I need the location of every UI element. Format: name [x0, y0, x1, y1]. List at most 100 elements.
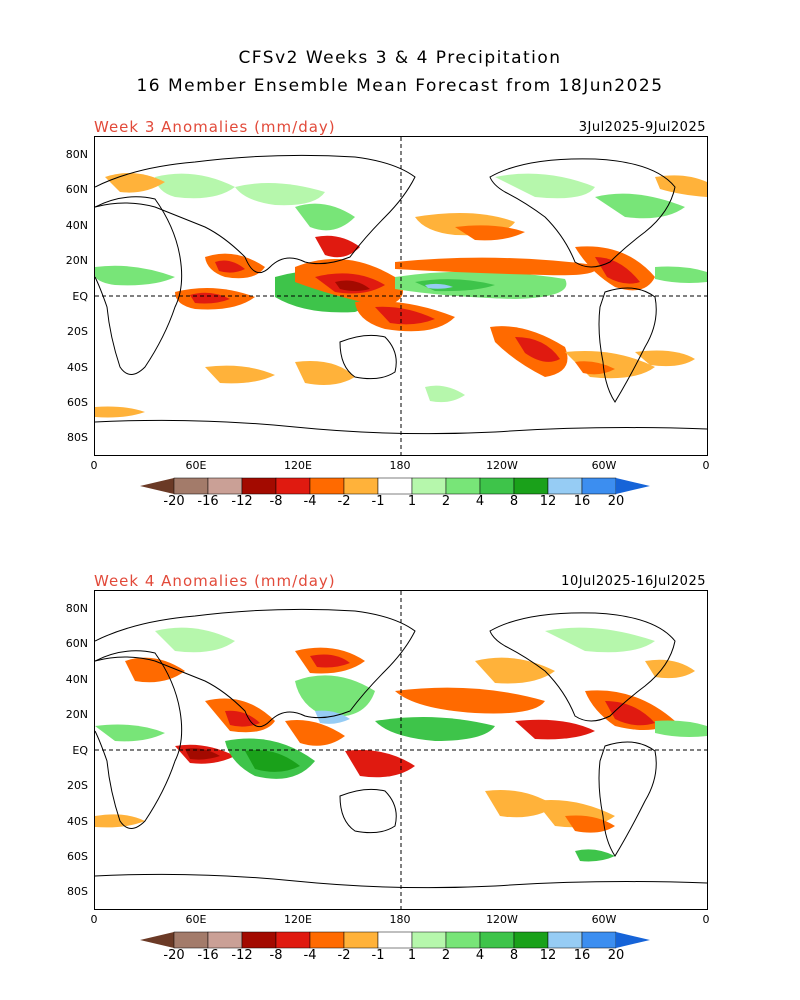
- week4-label: Week 4 Anomalies (mm/day): [94, 572, 336, 590]
- anomaly-blob: [125, 657, 185, 683]
- lon-tick: 60E: [185, 913, 207, 926]
- colorbar-tick-label: -16: [197, 494, 219, 509]
- colorbar-cells: [140, 477, 650, 495]
- anomaly-blob: [545, 627, 655, 653]
- colorbar-tick-label: -12: [231, 494, 253, 509]
- colorbar-tick-label: -8: [269, 494, 283, 509]
- anomaly-blob: [605, 701, 655, 726]
- lat-tick: 20S: [67, 325, 88, 338]
- colorbar-cell: [411, 477, 447, 495]
- colorbar-tick-label: 1: [407, 948, 417, 963]
- colorbar-tick-label: -4: [303, 494, 317, 509]
- colorbar-cell: [411, 931, 447, 949]
- anomaly-blob: [295, 675, 375, 717]
- colorbar-tick-label: 2: [441, 494, 451, 509]
- lon-tick: 60W: [591, 459, 617, 472]
- colorbar-tick-label: -2: [337, 948, 351, 963]
- colorbar-cell: [377, 477, 413, 495]
- anomaly-blob: [215, 260, 245, 273]
- colorbar-cell: [479, 477, 515, 495]
- lon-tick: 120W: [486, 913, 518, 926]
- colorbar-tick-label: 8: [509, 948, 519, 963]
- lat-tick: 60S: [67, 396, 88, 409]
- colorbar-cell: [275, 477, 311, 495]
- colorbar-tick-label: -4: [303, 948, 317, 963]
- anomaly-blob: [575, 849, 615, 862]
- colorbar-cell: [207, 931, 243, 949]
- anomaly-blob: [495, 173, 595, 199]
- colorbar-cell: [207, 477, 243, 495]
- colorbar-tick-label: -20: [163, 494, 185, 509]
- week4-map: [94, 590, 708, 910]
- colorbar-tick-label: 16: [573, 948, 591, 963]
- anomaly-blob: [425, 385, 465, 403]
- lon-tick: 120E: [284, 913, 312, 926]
- australia-outline: [339, 334, 397, 380]
- colorbar-tick-label: -16: [197, 948, 219, 963]
- anomaly-blob: [315, 235, 360, 258]
- anomaly-blob: [375, 717, 495, 741]
- lat-tick: 40N: [65, 219, 88, 232]
- colorbar-cell: [377, 931, 413, 949]
- week3-colorbar: [140, 477, 650, 495]
- lon-tick: 120E: [284, 459, 312, 472]
- colorbar-tick-label: -20: [163, 948, 185, 963]
- anomaly-blob: [395, 257, 597, 276]
- anomaly-blob: [95, 406, 145, 418]
- main-title-line1: CFSv2 Weeks 3 & 4 Precipitation: [238, 48, 562, 68]
- anomaly-blob: [235, 183, 325, 206]
- anomaly-blob: [190, 292, 230, 304]
- anomaly-blob: [645, 659, 695, 679]
- lat-tick: 40S: [67, 815, 88, 828]
- lon-tick: 60E: [185, 459, 207, 472]
- south-america-outline: [598, 287, 657, 403]
- colorbar-tick-label: -1: [371, 948, 385, 963]
- week3-anomaly-fields: [95, 173, 707, 418]
- anomaly-blob: [595, 193, 685, 219]
- anomaly-blob: [515, 337, 560, 362]
- colorbar-cell: [343, 931, 379, 949]
- anomaly-blob: [335, 280, 370, 291]
- colorbar-cell: [445, 477, 481, 495]
- lat-tick: 40N: [65, 673, 88, 686]
- anomaly-blob: [245, 750, 300, 772]
- anomaly-blob: [295, 203, 355, 231]
- colorbar-cell: [275, 931, 311, 949]
- anomaly-blob: [155, 627, 235, 653]
- week4-coastlines: [95, 608, 707, 889]
- lat-tick: 80S: [67, 431, 88, 444]
- south-america-outline: [598, 741, 657, 857]
- anomaly-blob: [515, 719, 595, 740]
- north-america-outline: [489, 158, 676, 268]
- eurasia-outline: [95, 154, 416, 274]
- colorbar-arrow-right: [616, 478, 650, 494]
- africa-outline: [95, 196, 183, 375]
- lat-tick: EQ: [72, 290, 88, 303]
- colorbar-tick-label: 20: [607, 494, 625, 509]
- lon-tick: 0: [702, 459, 710, 472]
- lat-tick: 80S: [67, 885, 88, 898]
- week3-map: [94, 136, 708, 456]
- lon-tick: 0: [90, 459, 98, 472]
- colorbar-cell: [581, 477, 617, 495]
- lat-tick: 80N: [65, 148, 88, 161]
- colorbar-cell: [547, 477, 583, 495]
- colorbar-cell: [241, 931, 277, 949]
- colorbar-cell: [581, 931, 617, 949]
- anomaly-blob: [635, 350, 695, 367]
- africa-outline: [95, 650, 183, 829]
- week3-map-svg: [95, 137, 707, 455]
- week3-panel: Week 3 Anomalies (mm/day) 3Jul2025-9Jul2…: [0, 118, 800, 538]
- colorbar-cell: [343, 477, 379, 495]
- lon-tick: 60W: [591, 913, 617, 926]
- colorbar-cell: [513, 477, 549, 495]
- colorbar-tick-label: -12: [231, 948, 253, 963]
- anomaly-blob: [95, 265, 175, 286]
- week4-panel: Week 4 Anomalies (mm/day) 10Jul2025-16Ju…: [0, 572, 800, 992]
- week3-date-range: 3Jul2025-9Jul2025: [578, 120, 706, 135]
- anomaly-blob: [655, 175, 707, 197]
- colorbar-arrow-right: [616, 932, 650, 948]
- anomaly-blob: [155, 173, 235, 199]
- main-title-line2: 16 Member Ensemble Mean Forecast from 18…: [136, 76, 664, 96]
- anomaly-blob: [310, 654, 350, 668]
